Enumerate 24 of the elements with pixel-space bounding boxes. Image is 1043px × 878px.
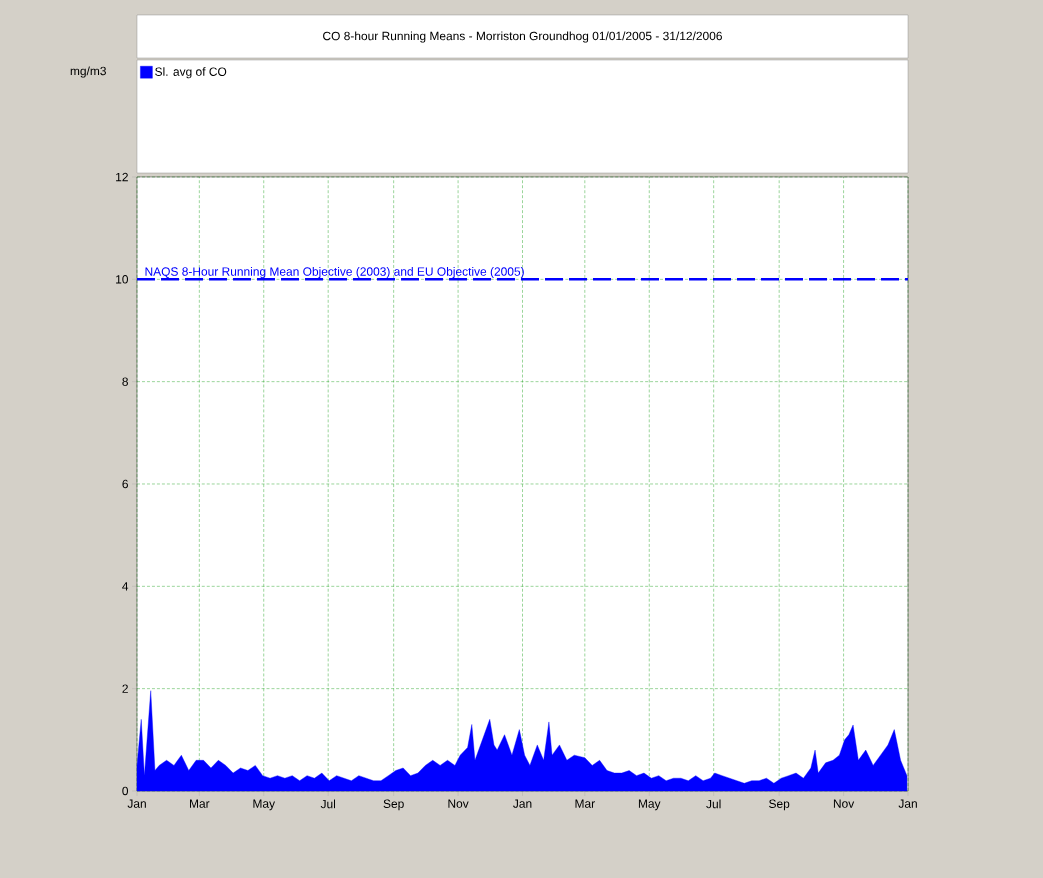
x-tick-label: Nov bbox=[833, 799, 855, 808]
x-tick-label: Jan bbox=[127, 799, 146, 808]
legend-label: Sl. avg of CO bbox=[155, 67, 227, 79]
x-tick-label: Nov bbox=[448, 799, 469, 808]
x-tick-label: Sep bbox=[383, 799, 404, 811]
y-tick-label: 8 bbox=[122, 377, 128, 386]
x-tick-label: Mar bbox=[190, 799, 210, 808]
ref-line-label: NAQS 8-Hour Running Mean Objective (2003) and EU Objective (2005) bbox=[145, 266, 524, 279]
x-tick-label: Mar bbox=[575, 799, 595, 808]
text: mg/m3 bbox=[70, 66, 106, 78]
x-tick-label: Jan bbox=[898, 799, 917, 808]
x-tick-label: Jan bbox=[513, 799, 532, 808]
x-tick-label: Jul bbox=[706, 799, 721, 809]
x-tick-label: Sep bbox=[769, 799, 790, 811]
x-tick-label: May bbox=[253, 799, 276, 811]
y-tick-label: 0 bbox=[122, 786, 129, 796]
y-tick-label: 12 bbox=[116, 172, 128, 182]
y-tick-label: 6 bbox=[122, 479, 128, 489]
y-tick-label: 10 bbox=[116, 275, 129, 284]
x-tick-label: May bbox=[638, 799, 661, 811]
y-tick-label: 2 bbox=[122, 684, 128, 693]
y-tick-label: 4 bbox=[122, 582, 129, 591]
chart-title: CO 8-hour Running Means - Morriston Groundhog 01/01/2005 - 31/12/2006 bbox=[323, 31, 722, 43]
x-tick-label: Jul bbox=[320, 799, 336, 809]
